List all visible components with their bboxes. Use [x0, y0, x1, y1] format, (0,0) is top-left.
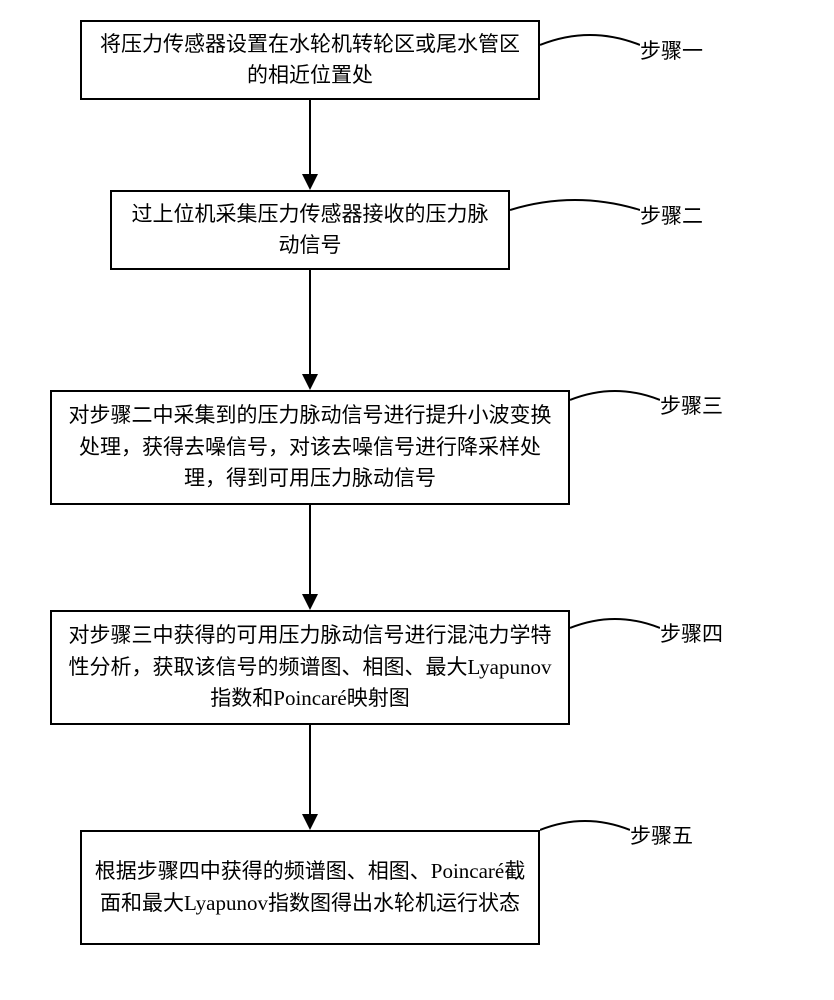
connector-line [510, 195, 640, 225]
arrow-head [302, 814, 318, 830]
node-text: 对步骤二中采集到的压力脉动信号进行提升小波变换处理，获得去噪信号，对该去噪信号进… [64, 400, 556, 495]
step-label-5: 步骤五 [630, 820, 693, 850]
flowchart-node-step1: 将压力传感器设置在水轮机转轮区或尾水管区的相近位置处 [80, 20, 540, 100]
arrow-head [302, 594, 318, 610]
node-text: 对步骤三中获得的可用压力脉动信号进行混沌力学特性分析，获取该信号的频谱图、相图、… [64, 620, 556, 715]
node-text: 根据步骤四中获得的频谱图、相图、Poincaré截面和最大Lyapunov指数图… [94, 856, 526, 919]
arrow-line [309, 725, 311, 814]
step-label-2: 步骤二 [640, 200, 703, 230]
arrow-line [309, 505, 311, 594]
node-text: 过上位机采集压力传感器接收的压力脉动信号 [124, 199, 496, 262]
arrow-line [309, 270, 311, 374]
node-text: 将压力传感器设置在水轮机转轮区或尾水管区的相近位置处 [94, 29, 526, 92]
arrow-head [302, 174, 318, 190]
step-label-3: 步骤三 [660, 390, 723, 420]
connector-line [570, 385, 660, 415]
flowchart-node-step4: 对步骤三中获得的可用压力脉动信号进行混沌力学特性分析，获取该信号的频谱图、相图、… [50, 610, 570, 725]
connector-line [570, 613, 660, 643]
connector-line [540, 815, 630, 845]
flowchart-node-step5: 根据步骤四中获得的频谱图、相图、Poincaré截面和最大Lyapunov指数图… [80, 830, 540, 945]
step-label-1: 步骤一 [640, 35, 703, 65]
step-label-4: 步骤四 [660, 618, 723, 648]
connector-line [540, 30, 640, 60]
flowchart-node-step3: 对步骤二中采集到的压力脉动信号进行提升小波变换处理，获得去噪信号，对该去噪信号进… [50, 390, 570, 505]
arrow-head [302, 374, 318, 390]
flowchart-node-step2: 过上位机采集压力传感器接收的压力脉动信号 [110, 190, 510, 270]
arrow-line [309, 100, 311, 174]
